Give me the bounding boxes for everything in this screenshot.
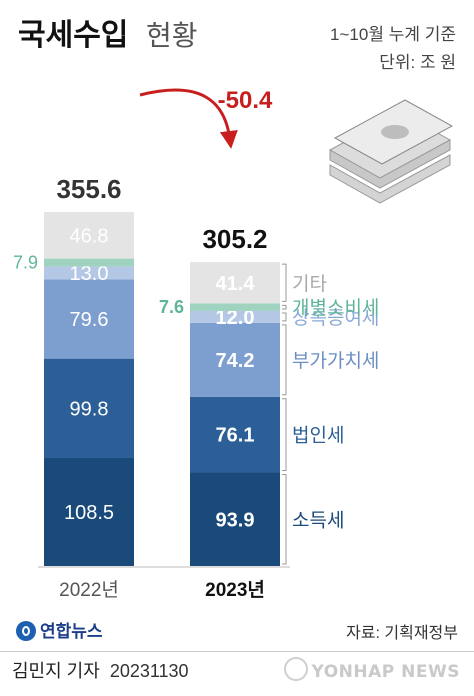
value-label-1-2: 74.2 <box>216 350 255 372</box>
legend-label-2: 부가가치세 <box>292 350 379 372</box>
reporter-name: 김민지 기자 <box>12 661 100 681</box>
bar-segment-1-3 <box>190 310 280 323</box>
total-label-0: 355.6 <box>56 174 121 204</box>
legend-bracket-0 <box>282 474 287 565</box>
legend-label-4: 개별소비세 <box>292 297 379 319</box>
bar-segment-1-1 <box>190 396 280 473</box>
value-label-1-5: 41.4 <box>216 273 256 295</box>
bar-segment-1-0 <box>190 472 280 566</box>
chart-title: 국세수입 <box>18 19 128 52</box>
change-label: -50.4 <box>218 87 273 114</box>
bar-segment-1-2 <box>190 322 280 397</box>
value-label-1-1: 76.1 <box>216 425 255 447</box>
unit-note: 단위: 조 원 <box>379 53 456 72</box>
watermark-icon <box>283 657 308 681</box>
legend-bracket-3 <box>282 312 287 322</box>
bar-segment-1-5 <box>190 262 280 304</box>
value-label-0-1: 99.8 <box>70 398 109 420</box>
legend-label-1: 법인세 <box>292 425 344 447</box>
value-label-1-3: 12.0 <box>216 307 255 329</box>
bar-segment-0-0 <box>44 457 134 566</box>
legend-bracket-5 <box>282 263 287 302</box>
bar-segment-0-1 <box>44 358 134 458</box>
value-label-1-4: 7.6 <box>159 297 184 317</box>
total-label-1: 305.2 <box>202 224 267 254</box>
value-label-0-5: 46.8 <box>70 225 109 247</box>
footer-divider <box>0 651 474 652</box>
credit-line: 김민지 기자 20231130 <box>12 657 189 683</box>
value-label-0-0: 108.5 <box>64 502 114 524</box>
money-stack-icon <box>328 99 454 204</box>
bar-segment-0-3 <box>44 266 134 280</box>
category-label-1: 2023년 <box>205 579 265 601</box>
chart-subtitle: 현황 <box>146 20 198 51</box>
bar-segment-0-2 <box>44 279 134 359</box>
category-label-0: 2022년 <box>59 579 119 601</box>
watermark: YONHAP NEWS <box>283 657 460 682</box>
publish-date: 20231130 <box>109 661 189 681</box>
bar-segment-0-4 <box>44 258 134 267</box>
watermark-text: YONHAP NEWS <box>311 662 460 682</box>
source-note: 자료: 기획재정부 <box>346 625 458 642</box>
period-note: 1~10월 누계 기준 <box>330 25 456 44</box>
legend-bracket-2 <box>282 324 287 396</box>
legend-label-0: 소득세 <box>292 509 344 531</box>
value-label-0-2: 79.6 <box>70 309 109 331</box>
legend-bracket-4 <box>282 304 287 310</box>
decrease-arrow <box>139 88 238 149</box>
bar-segment-0-5 <box>44 212 134 259</box>
yonhap-logo: 연합뉴스 <box>16 617 103 642</box>
yonhap-logo-icon <box>16 621 36 641</box>
value-label-0-3: 13.0 <box>70 263 109 285</box>
value-label-1-0: 93.9 <box>216 509 255 531</box>
legend-bracket-1 <box>282 398 287 472</box>
legend-label-5: 기타 <box>292 273 327 295</box>
value-label-0-4: 7.9 <box>13 253 38 273</box>
bar-segment-1-4 <box>190 303 280 311</box>
logo-text: 연합뉴스 <box>40 622 103 641</box>
legend-label-3: 상속증여세 <box>292 307 379 329</box>
